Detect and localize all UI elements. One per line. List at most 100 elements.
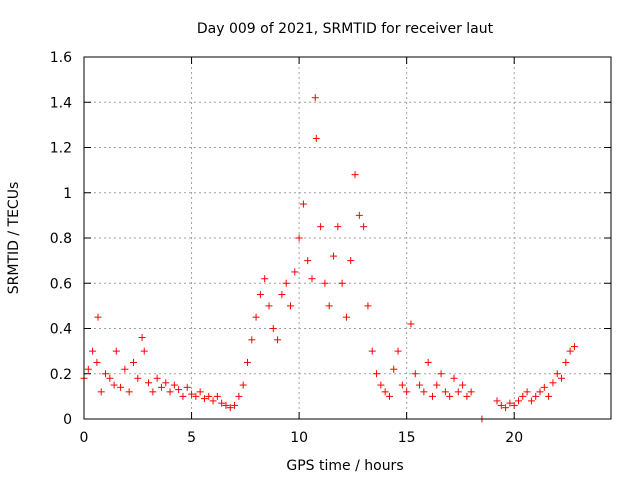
data-point (446, 392, 454, 400)
data-point (540, 383, 548, 391)
data-point (338, 279, 346, 287)
data-point (308, 275, 316, 283)
data-point (179, 392, 187, 400)
data-point (286, 302, 294, 310)
data-point (278, 291, 286, 299)
data-point (463, 392, 471, 400)
data-point (368, 347, 376, 355)
data-point (265, 302, 273, 310)
data-point (351, 171, 359, 179)
x-tick-label: 0 (80, 430, 89, 446)
data-point (317, 223, 325, 231)
data-point (347, 257, 355, 265)
data-point (94, 313, 102, 321)
data-point (570, 343, 578, 351)
data-point (390, 365, 398, 373)
y-tick-label: 0.6 (50, 276, 72, 292)
data-point (209, 397, 217, 405)
data-point (321, 279, 329, 287)
data-point (428, 392, 436, 400)
data-point (170, 381, 178, 389)
data-point (153, 374, 161, 382)
data-point (89, 347, 97, 355)
data-point (527, 397, 535, 405)
data-point (433, 381, 441, 389)
data-point (506, 399, 514, 407)
data-point (274, 336, 282, 344)
data-point (360, 223, 368, 231)
data-point (196, 388, 204, 396)
data-point (553, 370, 561, 378)
data-point (394, 347, 402, 355)
data-point (183, 383, 191, 391)
y-tick-label: 0.8 (50, 231, 72, 247)
data-point (112, 347, 120, 355)
gridlines (84, 57, 611, 419)
data-point (200, 395, 208, 403)
data-point (102, 370, 110, 378)
data-point (261, 275, 269, 283)
data-point (523, 388, 531, 396)
data-point (295, 234, 303, 242)
data-point (497, 401, 505, 409)
y-tick-label: 0.4 (50, 322, 72, 338)
data-point (441, 388, 449, 396)
data-point (459, 381, 467, 389)
data-point (515, 397, 523, 405)
data-point (416, 381, 424, 389)
data-point (282, 279, 290, 287)
data-point (407, 320, 415, 328)
data-point (231, 401, 239, 409)
y-tick-label: 1.2 (50, 141, 72, 157)
data-point (519, 392, 527, 400)
data-point (355, 211, 363, 219)
data-point (157, 383, 165, 391)
data-point (125, 388, 133, 396)
data-point (117, 383, 125, 391)
data-point (121, 365, 129, 373)
x-tick-label: 5 (187, 430, 196, 446)
data-point (545, 392, 553, 400)
y-tick-label: 0 (63, 412, 72, 428)
x-tick-label: 10 (290, 430, 308, 446)
data-point (235, 392, 243, 400)
data-point (175, 386, 183, 394)
data-point (437, 370, 445, 378)
data-point (558, 374, 566, 382)
data-point (364, 302, 372, 310)
data-point (467, 388, 475, 396)
data-point (325, 302, 333, 310)
data-point (373, 370, 381, 378)
data-point (502, 404, 510, 412)
data-point (299, 200, 307, 208)
data-point (377, 381, 385, 389)
chart-title: Day 009 of 2021, SRMTID for receiver lau… (197, 21, 494, 37)
data-point (403, 388, 411, 396)
data-point (312, 134, 320, 142)
data-point (166, 388, 174, 396)
data-point (248, 336, 256, 344)
data-point (510, 401, 518, 409)
data-point (138, 334, 146, 342)
data-point (213, 392, 221, 400)
data-point (84, 365, 92, 373)
data-point (411, 370, 419, 378)
data-point (149, 388, 157, 396)
data-point (532, 392, 540, 400)
data-point (256, 291, 264, 299)
y-tick-label: 0.2 (50, 367, 72, 383)
data-point (291, 268, 299, 276)
data-point (342, 313, 350, 321)
data-points (80, 94, 578, 423)
x-tick-label: 15 (398, 430, 416, 446)
data-point (566, 347, 574, 355)
data-point (205, 392, 213, 400)
data-point (188, 390, 196, 398)
y-axis-label: SRMTID / TECUs (6, 182, 22, 295)
data-point (311, 94, 319, 102)
data-point (381, 388, 389, 396)
data-point (385, 392, 393, 400)
data-point (252, 313, 260, 321)
data-point (218, 399, 226, 407)
